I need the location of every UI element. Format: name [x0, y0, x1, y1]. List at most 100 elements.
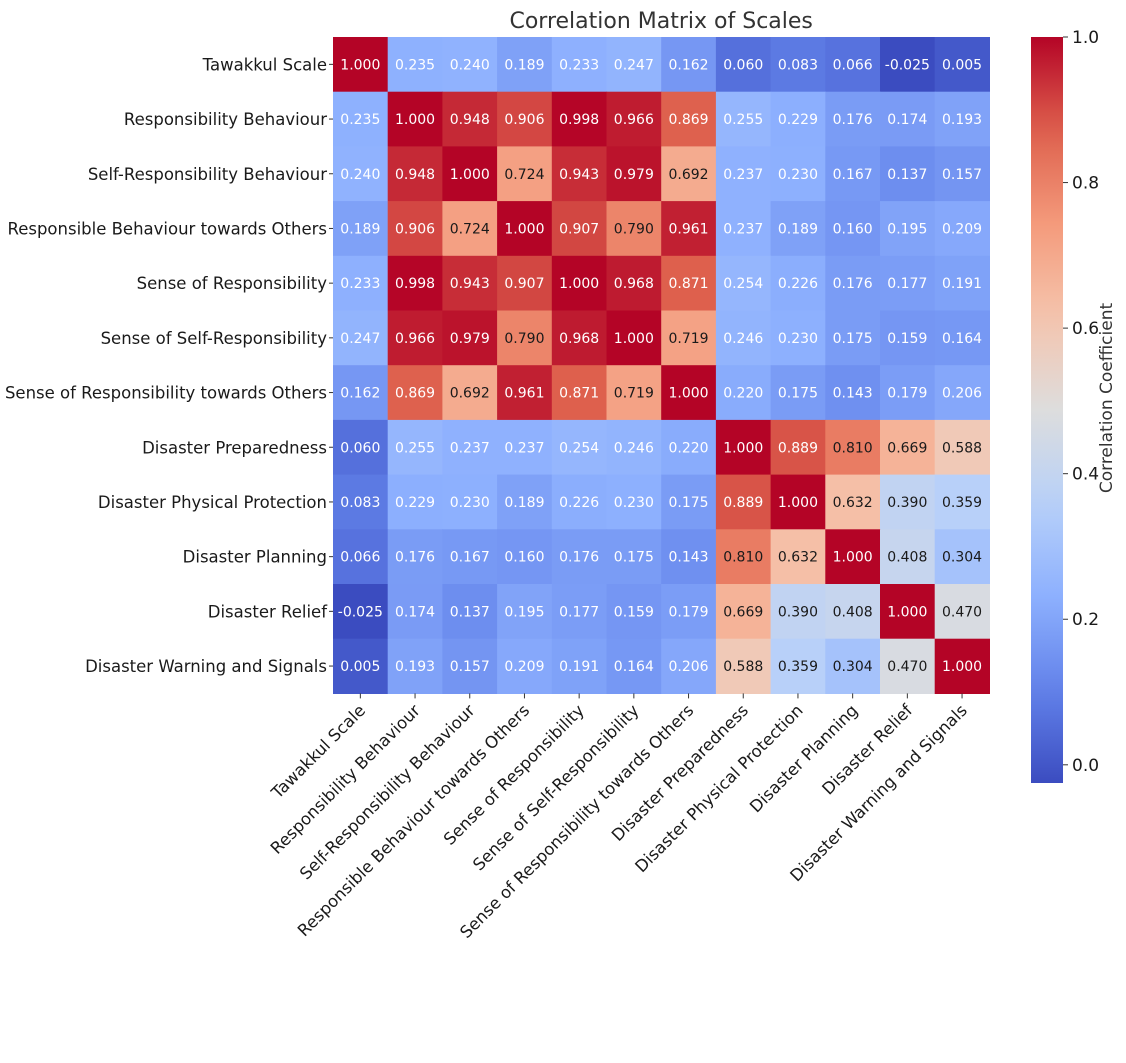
- cell-value-label: 0.164: [614, 659, 654, 675]
- cell-value-label: 0.005: [340, 659, 380, 675]
- cell-value-label: 0.968: [614, 276, 654, 292]
- heatmap-cell: [551, 638, 608, 694]
- cell-value-label: 0.175: [778, 386, 818, 402]
- heatmap-cell: [770, 419, 826, 476]
- heatmap-cell: [333, 529, 389, 585]
- row-tick-label: Self-Responsibility Behaviour: [88, 165, 327, 184]
- cell-value-label: 0.162: [340, 386, 380, 402]
- heatmap-cell: [715, 638, 772, 694]
- heatmap-cell: [387, 419, 443, 476]
- heatmap-cell: [661, 91, 717, 147]
- heatmap-cell: [551, 201, 608, 257]
- heatmap-cell: [387, 310, 443, 366]
- column-tick-label: Tawakkul Scale: [267, 701, 369, 803]
- heatmap-cell: [551, 255, 608, 312]
- heatmap-cell: [825, 419, 881, 476]
- cell-value-label: 1.000: [395, 112, 435, 128]
- cell-value-label: 0.230: [614, 495, 654, 511]
- heatmap-cell: [497, 365, 553, 421]
- cell-value-label: 0.162: [669, 57, 709, 73]
- cell-value-label: 0.233: [340, 276, 380, 292]
- cell-value-label: 0.889: [778, 440, 818, 456]
- heatmap-cell: [880, 365, 936, 421]
- heatmap-cell: [770, 91, 826, 147]
- cell-value-label: 0.235: [395, 57, 435, 73]
- cell-value-label: 0.255: [723, 112, 763, 128]
- heatmap-cell: [551, 419, 608, 476]
- cell-value-label: 0.083: [778, 57, 818, 73]
- colorbar-tick-label: 0.4: [1072, 465, 1099, 485]
- cell-value-label: 0.191: [559, 659, 599, 675]
- cell-value-label: 0.943: [559, 167, 599, 183]
- heatmap-cell: [661, 584, 717, 640]
- heatmap-cell: [715, 255, 772, 312]
- cell-value-label: 0.191: [942, 276, 982, 292]
- cell-value-label: 0.176: [833, 276, 873, 292]
- heatmap-cell: [442, 37, 498, 93]
- heatmap-cell: [333, 474, 389, 530]
- cell-value-label: 0.246: [614, 440, 654, 456]
- row-tick-label: Disaster Warning and Signals: [85, 657, 327, 676]
- cell-value-label: 0.961: [504, 386, 544, 402]
- cell-value-label: 0.229: [395, 495, 435, 511]
- heatmap-cell: [442, 201, 498, 257]
- colorbar-gradient: [1031, 37, 1063, 783]
- heatmap-cell: [934, 584, 990, 640]
- cell-value-label: 0.066: [833, 57, 873, 73]
- cell-value-label: 1.000: [340, 57, 380, 73]
- heatmap-cell: [551, 584, 608, 640]
- cell-value-label: 0.692: [450, 386, 490, 402]
- heatmap-cell: [934, 365, 990, 421]
- cell-value-label: 0.230: [450, 495, 490, 511]
- cell-value-label: 0.247: [614, 57, 654, 73]
- cell-value-label: 0.408: [887, 550, 927, 566]
- cell-value-label: 0.998: [559, 112, 599, 128]
- heatmap-cell: [497, 37, 553, 93]
- cell-value-label: 0.961: [669, 221, 709, 237]
- heatmap-cell: [825, 529, 881, 585]
- cell-value-label: 0.906: [504, 112, 544, 128]
- cell-value-label: 0.237: [450, 440, 490, 456]
- heatmap-cell: [606, 529, 662, 585]
- heatmap-cell: [497, 474, 553, 530]
- row-tick-label: Disaster Relief: [208, 602, 328, 621]
- cell-value-label: 1.000: [559, 276, 599, 292]
- heatmap-cell: [661, 419, 717, 476]
- heatmap-cell: [825, 201, 881, 257]
- heatmap-cell: [661, 255, 717, 312]
- cell-value-label: 0.247: [340, 331, 380, 347]
- cell-value-label: 0.390: [778, 604, 818, 620]
- heatmap-cell: [934, 37, 990, 93]
- cell-value-label: 0.869: [395, 386, 435, 402]
- heatmap-cells: [333, 37, 990, 694]
- cell-value-label: 0.304: [942, 550, 982, 566]
- cell-value-label: 1.000: [778, 495, 818, 511]
- row-tick-label: Responsible Behaviour towards Others: [7, 219, 327, 238]
- cell-value-label: 0.669: [723, 604, 763, 620]
- colorbar-tick-label: 0.8: [1072, 174, 1099, 194]
- heatmap-cell: [825, 146, 881, 202]
- cell-value-label: 1.000: [669, 386, 709, 402]
- cell-value-label: 0.237: [504, 440, 544, 456]
- cell-value-label: 0.240: [340, 167, 380, 183]
- cell-value-label: 0.164: [942, 331, 982, 347]
- heatmap-cell: [333, 255, 389, 312]
- cell-value-label: 0.160: [833, 221, 873, 237]
- heatmap-cell: [934, 146, 990, 202]
- heatmap-cell: [880, 146, 936, 202]
- cell-value-label: 0.179: [669, 604, 709, 620]
- cell-value-label: 0.966: [395, 331, 435, 347]
- cell-value-label: 0.998: [395, 276, 435, 292]
- cell-value-label: 0.979: [614, 167, 654, 183]
- cell-value-label: 0.209: [504, 659, 544, 675]
- heatmap-cell: [825, 91, 881, 147]
- heatmap-cell: [880, 584, 936, 640]
- heatmap-cell: [333, 91, 389, 147]
- cell-value-label: 0.143: [833, 386, 873, 402]
- row-tick-label: Disaster Planning: [183, 548, 327, 567]
- heatmap-cell: [934, 91, 990, 147]
- cell-value-label: 0.235: [340, 112, 380, 128]
- heatmap-cell: [606, 584, 662, 640]
- cell-value-label: 0.237: [723, 221, 763, 237]
